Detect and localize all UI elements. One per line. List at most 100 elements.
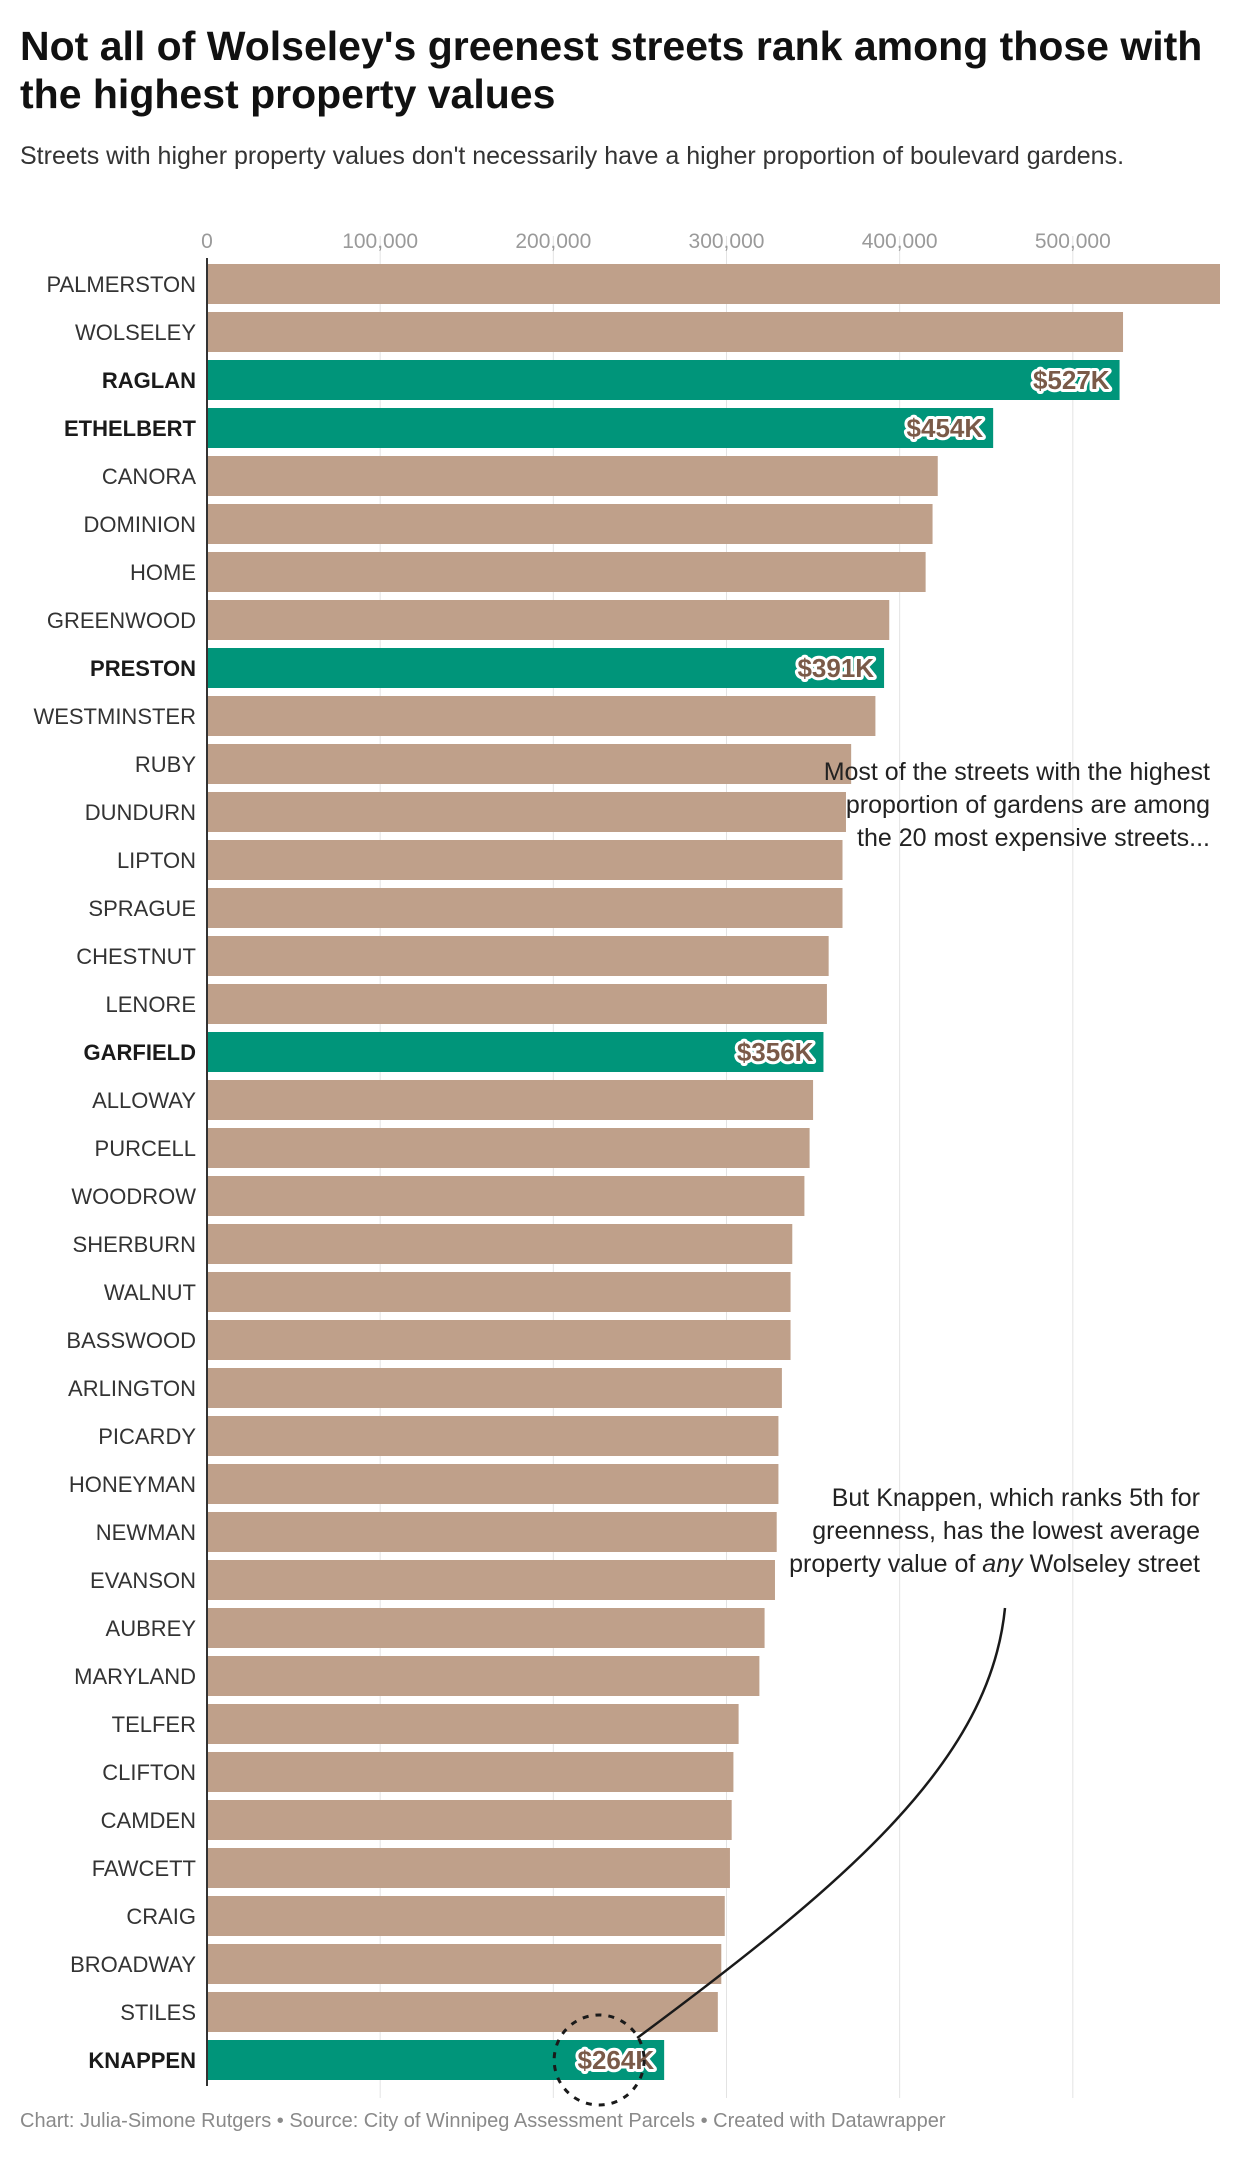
bar-telfer xyxy=(208,1704,739,1744)
x-tick-label: 300,000 xyxy=(689,230,765,253)
category-label-dundurn: DUNDURN xyxy=(85,800,196,825)
x-tick-label: 100,000 xyxy=(342,230,418,253)
category-label-clifton: CLIFTON xyxy=(102,1760,196,1785)
category-label-lenore: LENORE xyxy=(106,992,196,1017)
data-label-garfield: $356K xyxy=(737,1037,814,1067)
bar-lipton xyxy=(208,840,843,880)
bar-canora xyxy=(208,456,938,496)
bar-clifton xyxy=(208,1752,734,1792)
category-label-wolseley: WOLSELEY xyxy=(75,320,196,345)
category-label-dominion: DOMINION xyxy=(84,512,196,537)
bar-lenore xyxy=(208,984,827,1024)
bar-raglan xyxy=(208,360,1120,400)
category-label-preston: PRESTON xyxy=(90,656,196,681)
bar-camden xyxy=(208,1800,732,1840)
category-label-woodrow: WOODROW xyxy=(71,1184,196,1209)
bar-knappen xyxy=(208,2040,665,2080)
category-label-walnut: WALNUT xyxy=(104,1280,196,1305)
category-label-newman: NEWMAN xyxy=(96,1520,196,1545)
x-tick-label: 0 xyxy=(201,230,213,253)
category-label-alloway: ALLOWAY xyxy=(92,1088,196,1113)
annotation-top: Most of the streets with the highest pro… xyxy=(823,758,1210,852)
category-label-picardy: PICARDY xyxy=(98,1424,196,1449)
category-label-purcell: PURCELL xyxy=(95,1136,196,1161)
bar-fawcett xyxy=(208,1848,730,1888)
category-label-maryland: MARYLAND xyxy=(74,1664,196,1689)
category-label-knappen: KNAPPEN xyxy=(88,2048,196,2073)
bar-purcell xyxy=(208,1128,810,1168)
bar-stiles xyxy=(208,1992,718,2032)
category-label-palmerston: PALMERSTON xyxy=(46,272,196,297)
category-label-westminster: WESTMINSTER xyxy=(33,704,196,729)
bar-westminster xyxy=(208,696,876,736)
bar-dundurn xyxy=(208,792,846,832)
bar-woodrow xyxy=(208,1176,805,1216)
category-label-home: HOME xyxy=(130,560,196,585)
category-label-craig: CRAIG xyxy=(126,1904,196,1929)
category-label-garfield: GARFIELD xyxy=(84,1040,196,1065)
annotation-bottom-prefix: But Knappen, which ranks 5th for greenne… xyxy=(789,1484,1200,1578)
bar-garfield xyxy=(208,1032,824,1072)
category-label-greenwood: GREENWOOD xyxy=(47,608,196,633)
bar-basswood xyxy=(208,1320,791,1360)
bar-aubrey xyxy=(208,1608,765,1648)
bar-evanson xyxy=(208,1560,775,1600)
bar-sherburn xyxy=(208,1224,793,1264)
category-label-stiles: STILES xyxy=(120,2000,196,2025)
bar-craig xyxy=(208,1896,725,1936)
x-tick-label: 200,000 xyxy=(515,230,591,253)
category-label-sherburn: SHERBURN xyxy=(73,1232,196,1257)
category-label-sprague: SPRAGUE xyxy=(88,896,196,921)
category-label-lipton: LIPTON xyxy=(117,848,196,873)
bar-alloway xyxy=(208,1080,814,1120)
category-label-chestnut: CHESTNUT xyxy=(76,944,196,969)
category-label-arlington: ARLINGTON xyxy=(68,1376,196,1401)
bar-newman xyxy=(208,1512,777,1552)
data-label-preston: $391K xyxy=(797,653,874,683)
data-label-ethelbert: $454K xyxy=(907,413,984,443)
bar-palmerston xyxy=(208,264,1220,304)
chart-subtitle: Streets with higher property values don'… xyxy=(20,142,1125,170)
bar-walnut xyxy=(208,1272,791,1312)
bar-preston xyxy=(208,648,885,688)
bar-honeyman xyxy=(208,1464,779,1504)
bar-chestnut xyxy=(208,936,829,976)
highlight-circle xyxy=(552,2013,646,2107)
bar-dominion xyxy=(208,504,933,544)
category-label-raglan: RAGLAN xyxy=(102,368,196,393)
category-label-canora: CANORA xyxy=(102,464,196,489)
bar-arlington xyxy=(208,1368,782,1408)
annotation-bottom-emphasis: any xyxy=(982,1550,1023,1578)
bar-maryland xyxy=(208,1656,760,1696)
data-label-raglan: $527K xyxy=(1033,365,1110,395)
x-tick-label: 500,000 xyxy=(1035,230,1111,253)
annotation-bottom: But Knappen, which ranks 5th for greenne… xyxy=(780,1482,1200,1581)
category-label-honeyman: HONEYMAN xyxy=(69,1472,196,1497)
category-label-basswood: BASSWOOD xyxy=(66,1328,196,1353)
chart-footer: Chart: Julia-Simone Rutgers • Source: Ci… xyxy=(20,2110,946,2132)
category-label-camden: CAMDEN xyxy=(101,1808,196,1833)
bar-picardy xyxy=(208,1416,779,1456)
category-label-ethelbert: ETHELBERT xyxy=(64,416,197,441)
bar-broadway xyxy=(208,1944,722,1984)
category-label-ruby: RUBY xyxy=(135,752,196,777)
chart-title: Not all of Wolseley's greenest streets r… xyxy=(20,23,1203,117)
bar-ruby xyxy=(208,744,852,784)
category-label-telfer: TELFER xyxy=(112,1712,196,1737)
annotation-bottom-suffix: Wolseley street xyxy=(1029,1550,1200,1578)
category-label-aubrey: AUBREY xyxy=(106,1616,197,1641)
data-labels: $527K$454K$391K$356K$264K xyxy=(575,362,1113,2078)
x-axis-ticks: 0 100,000 200,000 300,000 400,000 500,000 xyxy=(201,230,1111,253)
annotation-marks xyxy=(552,1607,1007,2107)
x-tick-label: 400,000 xyxy=(862,230,938,253)
bars xyxy=(208,264,1220,2080)
category-label-broadway: BROADWAY xyxy=(70,1952,196,1977)
category-label-fawcett: FAWCETT xyxy=(92,1856,196,1881)
bar-home xyxy=(208,552,926,592)
bar-sprague xyxy=(208,888,843,928)
category-labels: PALMERSTON WOLSELEY RAGLAN ETHELBERT CANORA D… xyxy=(33,272,196,2073)
bar-greenwood xyxy=(208,600,890,640)
category-label-evanson: EVANSON xyxy=(90,1568,196,1593)
annotation-connector-line xyxy=(636,1607,1007,2040)
